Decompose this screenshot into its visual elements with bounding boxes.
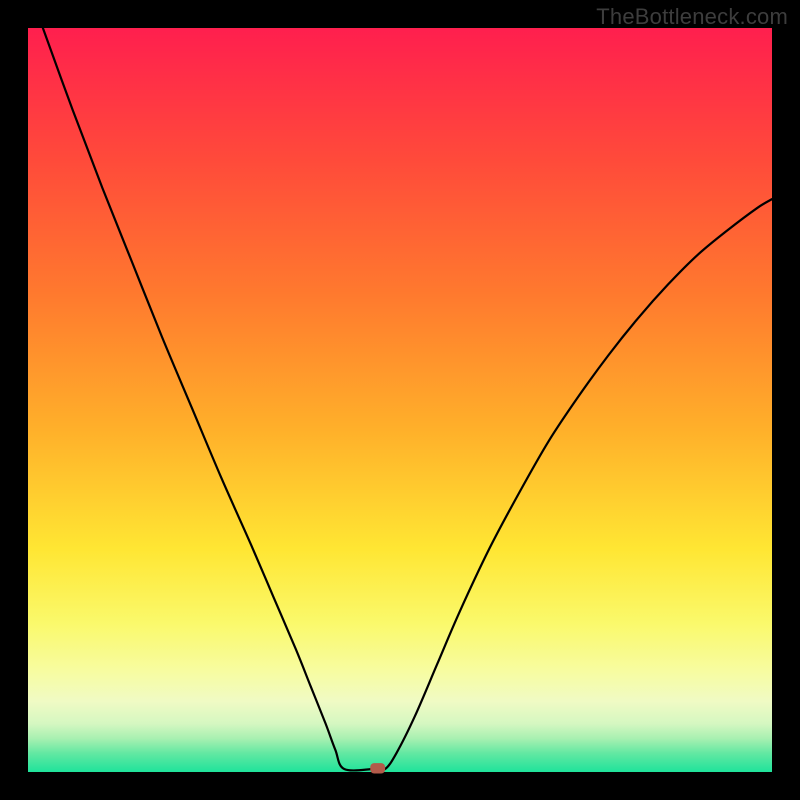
plot-background [28, 28, 772, 772]
optimum-marker [370, 763, 385, 773]
bottleneck-chart [0, 0, 800, 800]
watermark-text: TheBottleneck.com [596, 4, 788, 30]
stage-root: TheBottleneck.com [0, 0, 800, 800]
